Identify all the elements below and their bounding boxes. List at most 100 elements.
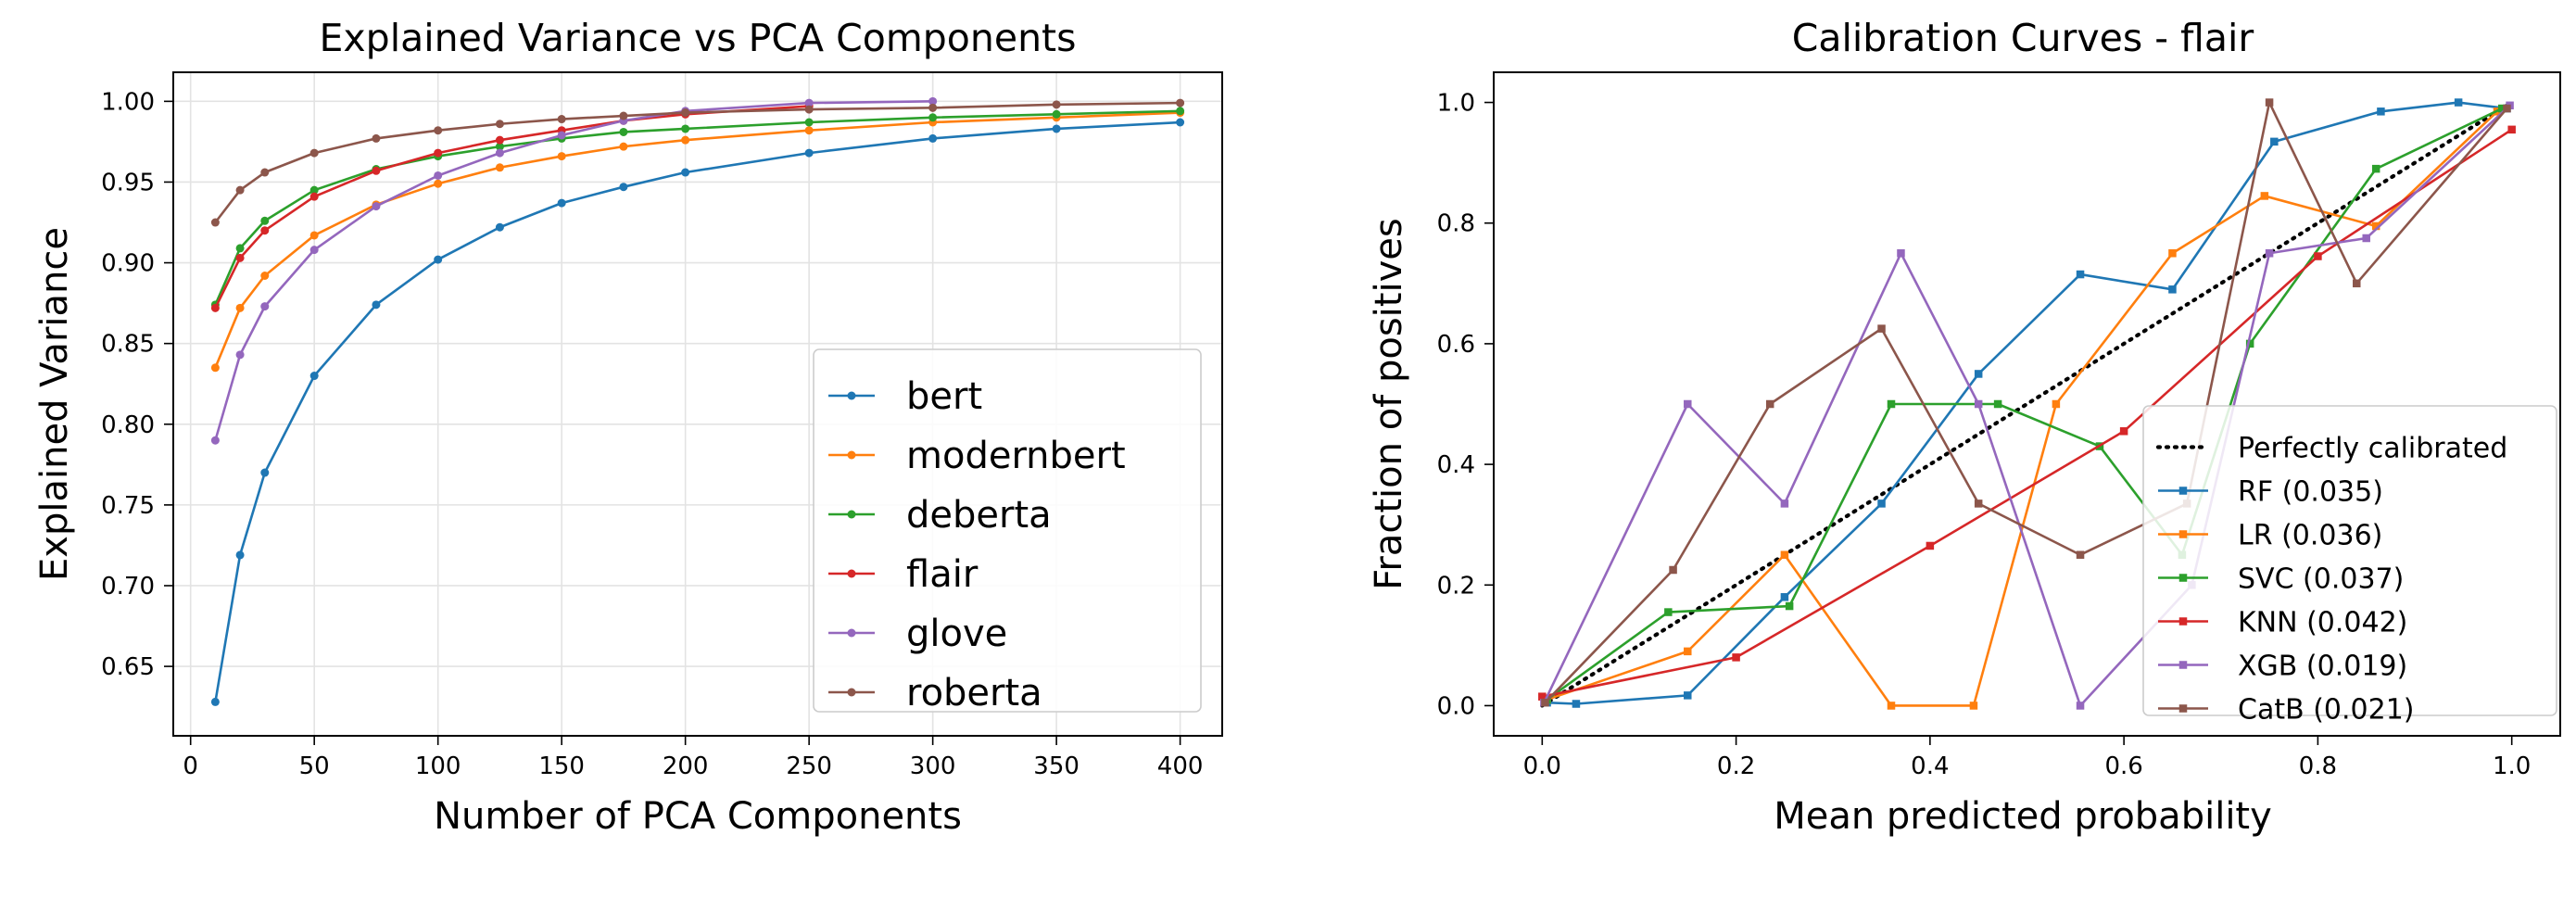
series-flair — [210, 102, 814, 312]
data-point-svc-0-037 — [2497, 104, 2507, 113]
data-point-modernbert — [495, 163, 504, 172]
data-point-catb-0-021 — [1877, 324, 1886, 333]
legend-label-glove: glove — [906, 613, 1007, 655]
ev-y-tick-label: 0.95 — [101, 169, 155, 196]
series-knn-0-042 — [1538, 125, 2516, 701]
legend-marker-roberta — [847, 688, 856, 697]
legend-label-bert: bert — [906, 375, 982, 418]
data-point-svc-0-037 — [2245, 339, 2254, 348]
legend-label-catb-0-021: CatB (0.021) — [2238, 694, 2415, 727]
data-point-svc-0-037 — [1887, 399, 1896, 409]
data-point-flair — [210, 303, 220, 312]
data-point-bert — [1176, 118, 1185, 127]
x-axis-label-pca-components: Number of PCA Components — [434, 795, 962, 838]
cal-legend-box — [2142, 405, 2557, 716]
data-point-lr-0-036 — [1780, 550, 1789, 559]
data-point-deberta — [804, 118, 814, 127]
data-point-catb-0-021 — [1765, 399, 1774, 409]
data-point-deberta — [681, 124, 690, 133]
legend-label-deberta: deberta — [906, 494, 1052, 537]
data-point-flair — [260, 226, 270, 235]
legend-marker-svc-0-037 — [2178, 574, 2188, 582]
cal-y-tick-label: 1.0 — [1437, 90, 1475, 118]
data-point-modernbert — [557, 152, 566, 161]
data-point-catb-0-021 — [1541, 698, 1549, 707]
data-point-catb-0-021 — [1974, 499, 1983, 508]
data-point-roberta — [434, 126, 443, 135]
data-point-catb-0-021 — [2353, 279, 2361, 288]
ev-x-tick-label: 0 — [183, 752, 198, 780]
series-roberta — [210, 98, 1185, 227]
legend-marker-lr-0-036 — [2178, 530, 2188, 538]
series-line-modernbert — [214, 111, 1181, 369]
ev-axes-frame — [172, 71, 1223, 737]
ev-x-tick-label: 300 — [910, 752, 956, 780]
data-point-deberta — [1176, 107, 1185, 116]
data-point-deberta — [309, 185, 319, 195]
legend-label-flair: flair — [906, 553, 979, 596]
data-point-rf-0-035 — [2377, 107, 2385, 116]
data-point-knn-0-042 — [1732, 653, 1740, 662]
data-point-xgb-0-019 — [1974, 399, 1983, 409]
data-point-rf-0-035 — [1877, 499, 1886, 508]
data-point-svc-0-037 — [1993, 399, 2002, 409]
data-point-bert — [495, 222, 504, 232]
data-point-catb-0-021 — [1669, 565, 1677, 575]
cal-x-tick-label: 0.8 — [2299, 752, 2337, 780]
cal-x-tick-label: 0.4 — [1911, 752, 1949, 780]
data-point-knn-0-042 — [1926, 541, 1935, 550]
data-point-modernbert — [804, 126, 814, 135]
data-point-roberta — [804, 105, 814, 114]
legend-marker-bert — [847, 391, 856, 400]
data-point-svc-0-037 — [2371, 164, 2380, 173]
data-point-deberta — [928, 113, 938, 122]
data-point-roberta — [495, 120, 504, 129]
cal-x-tick-label: 0.6 — [2104, 752, 2142, 780]
ev-x-tick-label: 350 — [1033, 752, 1080, 780]
explained-variance-chart: Explained Variance vs PCA Components Num… — [33, 16, 1223, 838]
data-point-knn-0-042 — [2119, 427, 2128, 436]
data-point-glove — [557, 131, 566, 140]
series-line-lr-0-036 — [1547, 110, 2498, 707]
data-point-flair — [309, 192, 319, 201]
data-point-glove — [434, 171, 443, 180]
data-point-lr-0-036 — [2371, 221, 2380, 231]
ev-y-tick-label: 0.90 — [101, 250, 155, 278]
data-point-modernbert — [235, 303, 245, 312]
data-point-deberta — [235, 244, 245, 253]
ev-y-tick-label: 0.85 — [101, 331, 155, 359]
data-point-xgb-0-019 — [2265, 249, 2274, 258]
data-point-lr-0-036 — [1969, 702, 1978, 710]
legend-marker-knn-0-042 — [2178, 617, 2188, 626]
data-point-xgb-0-019 — [1897, 249, 1905, 258]
ev-x-tick-label: 250 — [786, 752, 832, 780]
chart-title-explained-variance: Explained Variance vs PCA Components — [320, 16, 1077, 60]
legend-marker-deberta — [847, 510, 856, 519]
series-line-roberta — [214, 101, 1181, 223]
legend-marker-rf-0-035 — [2178, 487, 2188, 495]
calibration-curves-chart: Calibration Curves - flair Mean predicte… — [1368, 16, 2561, 838]
data-point-glove — [210, 436, 220, 445]
data-point-rf-0-035 — [2270, 137, 2279, 146]
data-point-lr-0-036 — [1887, 702, 1896, 710]
legend-marker-catb-0-021 — [2178, 704, 2188, 713]
legend-label-svc-0-037: SVC (0.037) — [2238, 563, 2404, 596]
chart-title-calibration-curves: Calibration Curves - flair — [1792, 16, 2254, 60]
data-point-xgb-0-019 — [2076, 702, 2085, 710]
ev-y-tick-label: 0.80 — [101, 411, 155, 439]
legend-label-roberta: roberta — [906, 672, 1042, 714]
data-point-catb-0-021 — [2265, 98, 2274, 107]
cal-y-tick-label: 0.8 — [1437, 210, 1475, 238]
data-point-glove — [495, 148, 504, 158]
ev-y-tick-label: 0.70 — [101, 573, 155, 601]
ev-x-tick-label: 150 — [538, 752, 585, 780]
legend-marker-xgb-0-019 — [2178, 661, 2188, 669]
data-point-bert — [804, 148, 814, 158]
series-glove — [210, 96, 938, 445]
data-point-bert — [557, 198, 566, 208]
data-point-bert — [928, 133, 938, 143]
data-point-flair — [495, 135, 504, 145]
y-axis-label-explained-variance: Explained Variance — [33, 227, 76, 581]
series-deberta — [210, 107, 1185, 310]
